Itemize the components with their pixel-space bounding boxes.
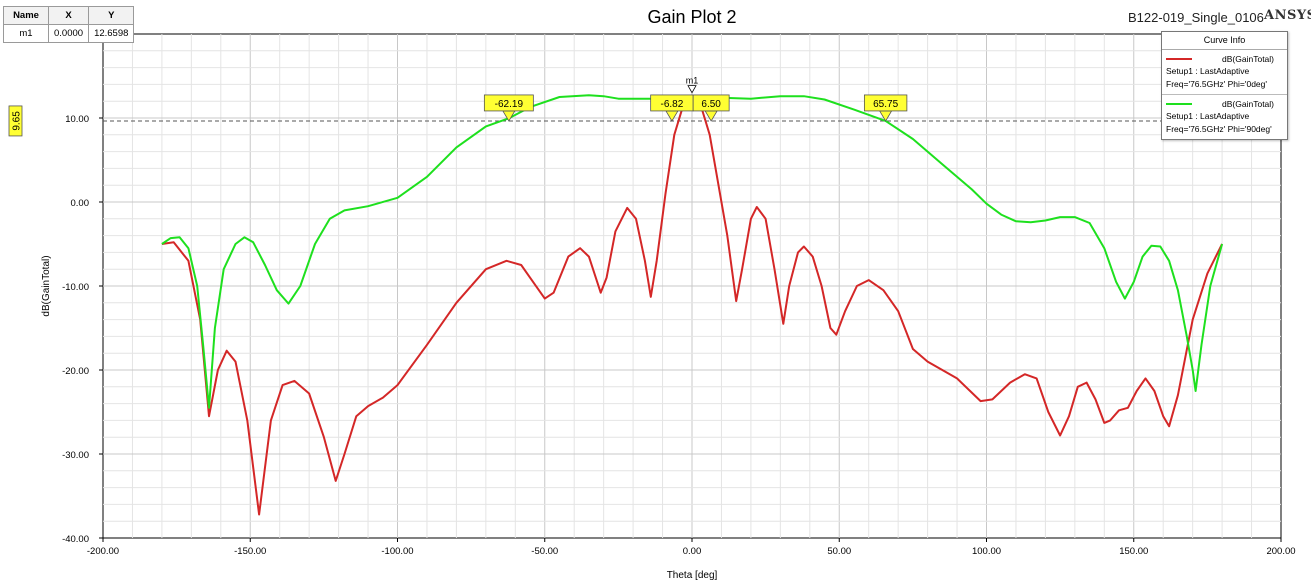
crossing-label-box[interactable] <box>483 94 534 112</box>
reference-value-label: 9.65 <box>12 111 23 131</box>
x-tick-label: 100.00 <box>972 546 1001 557</box>
legend-swatch-red <box>1166 57 1192 60</box>
marker-table-header-name: Name <box>3 6 49 25</box>
axis-ticks: -200.00 -150.00 -100.00 -50.00 0.00 50.00 100.… <box>62 114 1295 557</box>
marker-table-header: Name X Y <box>3 6 135 25</box>
legend-series-freq: Freq='76.5GHz' Phi='90deg' <box>1166 124 1272 134</box>
series-line-0[interactable] <box>161 94 1223 516</box>
reference-value-box[interactable] <box>8 105 23 137</box>
page-title: Gain Plot 2 <box>647 7 737 27</box>
marker-y-cell: 12.6598 <box>88 24 135 43</box>
x-tick-label: 50.00 <box>827 546 851 557</box>
x-tick-label: 0.00 <box>683 546 702 557</box>
marker-table-row[interactable]: m1 0.0000 12.6598 <box>3 24 135 43</box>
marker-table-header-y: Y <box>88 6 135 25</box>
grid-lines <box>103 34 1281 538</box>
marker-label: m1 <box>686 76 699 86</box>
y-tick-label: -20.00 <box>62 366 89 377</box>
legend-series-freq: Freq='76.5GHz' Phi='0deg' <box>1166 79 1267 89</box>
legend[interactable]: Curve Info dB(GainTotal) Setup1 : LastAd… <box>1161 31 1288 140</box>
reference-line: 9.65 <box>8 105 1281 137</box>
crossing-label: -6.82 <box>661 99 684 110</box>
marker-table[interactable]: Name X Y m1 0.0000 12.6598 <box>3 6 135 43</box>
x-tick-label: -150.00 <box>234 546 266 557</box>
y-tick-label: -10.00 <box>62 282 89 293</box>
x-tick-label: 150.00 <box>1119 546 1148 557</box>
y-tick-label: 0.00 <box>71 198 90 209</box>
marker-table-header-x: X <box>47 6 90 25</box>
legend-series-setup: Setup1 : LastAdaptive <box>1166 66 1250 76</box>
marker-triangle[interactable] <box>687 85 697 94</box>
legend-series-name: dB(GainTotal) <box>1222 53 1274 64</box>
x-tick-label: -50.00 <box>531 546 558 557</box>
x-tick-label: 200.00 <box>1266 546 1295 557</box>
crossing-label: 6.50 <box>701 99 721 110</box>
x-tick-label: -100.00 <box>381 546 413 557</box>
legend-series-setup: Setup1 : LastAdaptive <box>1166 111 1250 121</box>
crossing-label-box[interactable] <box>863 94 908 112</box>
y-tick-label: -30.00 <box>62 450 89 461</box>
legend-entry-phi90[interactable]: dB(GainTotal) Setup1 : LastAdaptive Freq… <box>1162 95 1287 139</box>
crossing-label: 65.75 <box>873 99 898 110</box>
legend-series-name: dB(GainTotal) <box>1222 98 1274 109</box>
project-name: B122-019_Single_0106 <box>1128 10 1264 25</box>
y-tick-label: -40.00 <box>62 534 89 545</box>
annotations: -62.19 -6.82 6.50 65.75 m1 <box>483 76 908 122</box>
marker-name-cell: m1 <box>3 24 49 43</box>
x-axis-label: Theta [deg] <box>667 570 718 581</box>
y-axis-label: dB(GainTotal) <box>41 255 52 316</box>
marker-x-cell: 0.0000 <box>47 24 90 43</box>
y-tick-label: 10.00 <box>65 114 89 125</box>
legend-title: Curve Info <box>1162 32 1287 50</box>
vendor-logo: ANSYS <box>1264 8 1311 23</box>
legend-swatch-green <box>1166 102 1192 105</box>
legend-entry-phi0[interactable]: dB(GainTotal) Setup1 : LastAdaptive Freq… <box>1162 50 1287 95</box>
crossing-label-box[interactable] <box>692 94 730 112</box>
crossing-label: -62.19 <box>495 99 524 110</box>
x-tick-label: -200.00 <box>87 546 119 557</box>
